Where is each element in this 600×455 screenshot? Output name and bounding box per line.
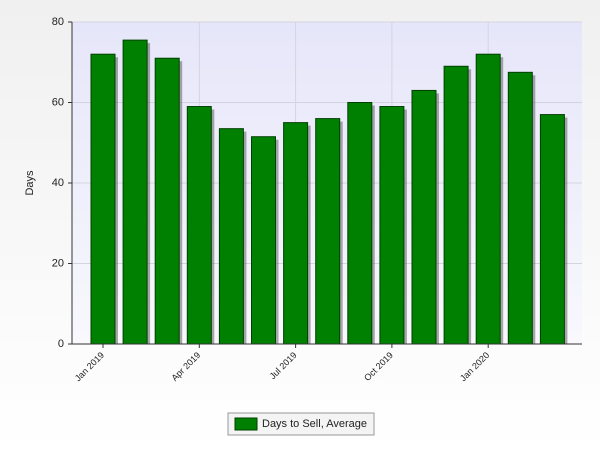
bar (507, 71, 533, 345)
legend: Days to Sell, Average (227, 412, 375, 436)
y-tick-label: 60 (52, 96, 64, 108)
legend-box (227, 412, 375, 436)
bar (154, 57, 180, 345)
y-tick-label: 80 (52, 16, 64, 28)
bar (315, 118, 341, 345)
y-tick-label: 0 (58, 338, 64, 350)
bar (218, 128, 244, 345)
bar (411, 89, 437, 345)
bar (539, 114, 565, 345)
bar (251, 136, 276, 345)
bar (283, 122, 309, 345)
legend-label: Days to Sell, Average (262, 418, 367, 430)
y-tick-label: 40 (52, 177, 64, 189)
bar (90, 53, 116, 345)
bar (347, 102, 373, 345)
bar (186, 106, 212, 345)
legend-swatch (234, 417, 258, 431)
bar (475, 53, 501, 345)
y-tick-label: 20 (52, 257, 64, 269)
y-axis-label: Days (24, 170, 36, 196)
bar (443, 65, 469, 345)
bar (122, 39, 148, 345)
bar (379, 106, 405, 345)
